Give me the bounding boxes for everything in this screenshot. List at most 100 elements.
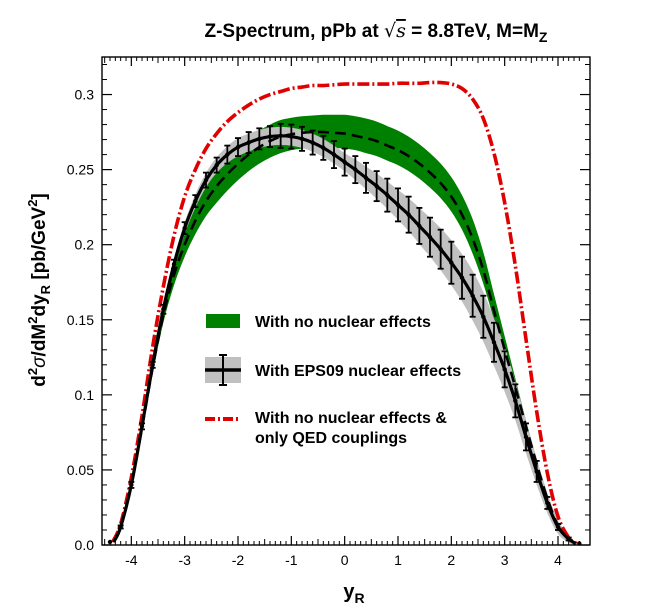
errorbar: [320, 134, 327, 161]
x-axis-title: yR: [343, 581, 364, 606]
errorbar-point: [129, 482, 134, 488]
errorbar: [160, 303, 167, 315]
errorbar: [139, 422, 145, 431]
errorbar: [427, 216, 433, 258]
errorbar: [480, 294, 487, 339]
qed-line: [111, 80, 578, 546]
errorbar: [181, 221, 188, 236]
errorbar-point: [502, 367, 507, 372]
errorbar: [501, 350, 508, 389]
errorbar-point: [118, 524, 123, 530]
eps09-band: [113, 126, 576, 545]
errorbar: [128, 481, 135, 489]
legend-label-eps09: With EPS09 nuclear effects: [255, 363, 461, 380]
errorbar-point: [438, 246, 443, 252]
errorbar: [192, 194, 199, 209]
errorbar: [405, 195, 412, 234]
errorbar: [491, 321, 497, 363]
x-tick-label: 3: [501, 552, 509, 568]
legend-label-qed-2: only QED couplings: [255, 430, 407, 447]
errorbar: [512, 383, 519, 419]
errorbar-point: [513, 398, 518, 404]
eps09-line: [112, 134, 577, 545]
sqrt-radical: √: [384, 20, 397, 42]
y-tick-label: 0.05: [67, 462, 94, 478]
ylabel-sup-b: 2: [25, 317, 40, 324]
errorbar: [256, 127, 263, 151]
errorbar-point: [278, 133, 283, 139]
errorbar: [149, 360, 156, 369]
x-tick-label: -4: [125, 552, 138, 568]
y-tick-label: 0.25: [67, 162, 94, 178]
ylabel-dy: dy: [29, 294, 50, 317]
errorbar-point: [566, 536, 571, 542]
errorbar: [523, 422, 529, 452]
plot-frame: [101, 56, 591, 546]
errorbar: [565, 536, 572, 542]
legend-label-qed-1: With no nuclear effects &: [255, 410, 447, 427]
errorbar-point: [342, 159, 347, 165]
errorbar: [448, 240, 455, 285]
errorbar-point: [491, 340, 497, 345]
no-nuclear-band: [113, 114, 576, 544]
title-prefix: Z-Spectrum, pPb at: [205, 21, 384, 42]
errorbar-point: [481, 314, 486, 319]
errorbar-point: [545, 500, 550, 506]
errorbar-point: [139, 424, 145, 429]
ylabel-sub: R: [38, 284, 53, 294]
ylabel-units-open: [pb/GeV: [29, 206, 50, 279]
errorbar-point: [363, 175, 369, 181]
errorbar: [245, 131, 252, 154]
errorbar-point: [449, 260, 454, 265]
y-tick-label: 0.1: [75, 387, 95, 403]
errorbar: [213, 156, 220, 174]
y-tick-label: 0.2: [75, 237, 95, 253]
errorbar: [235, 137, 241, 158]
errorbar-point: [171, 262, 177, 267]
errorbar: [299, 125, 305, 152]
errorbar: [555, 523, 561, 531]
errorbar-point: [534, 469, 539, 474]
x-tick-label: 0: [341, 552, 349, 568]
title-sub: Z: [539, 29, 548, 45]
errorbar-point: [246, 140, 251, 145]
errorbar: [203, 171, 209, 189]
errorbar: [437, 228, 444, 270]
errorbar: [416, 207, 423, 245]
title-sqrt-s: s: [396, 20, 406, 42]
errorbar-point: [203, 177, 209, 183]
y-tick-label: 0.3: [75, 87, 95, 103]
x-tick-label: 2: [447, 552, 455, 568]
errorbar-point: [427, 234, 433, 240]
no-nuclear-central-line: [112, 130, 577, 545]
legend-label-no-nuclear: With no nuclear effects: [255, 314, 431, 331]
errorbar-point: [417, 223, 422, 229]
errorbar: [224, 144, 231, 165]
errorbar-point: [523, 434, 529, 440]
errorbar-point: [331, 152, 337, 157]
errorbar-point: [299, 136, 305, 142]
errorbar: [395, 187, 401, 223]
errorbar: [309, 129, 316, 156]
ylabel-slash: /dM: [29, 324, 50, 357]
errorbar-point: [267, 134, 273, 139]
errorbar-point: [395, 202, 401, 208]
errorbar-point: [385, 192, 390, 198]
errorbar: [267, 125, 273, 148]
errorbar: [384, 177, 391, 213]
errorbar: [469, 273, 476, 318]
errorbar-point: [470, 293, 475, 298]
errorbar-point: [310, 140, 315, 145]
errorbar: [117, 524, 124, 530]
y-tick-label: 0.15: [67, 312, 94, 328]
errorbar-point: [406, 212, 411, 217]
errorbar-point: [214, 162, 219, 168]
title-mid: = 8.8TeV, M=M: [406, 21, 539, 42]
x-tick-label: -2: [232, 552, 245, 568]
x-axis-title-main: y: [343, 581, 355, 603]
ylabel-sup-a: 2: [25, 368, 40, 375]
y-tick-label: 0.0: [75, 537, 95, 553]
ylabel-units-close: ]: [29, 193, 50, 199]
errorbar-point: [182, 225, 187, 231]
